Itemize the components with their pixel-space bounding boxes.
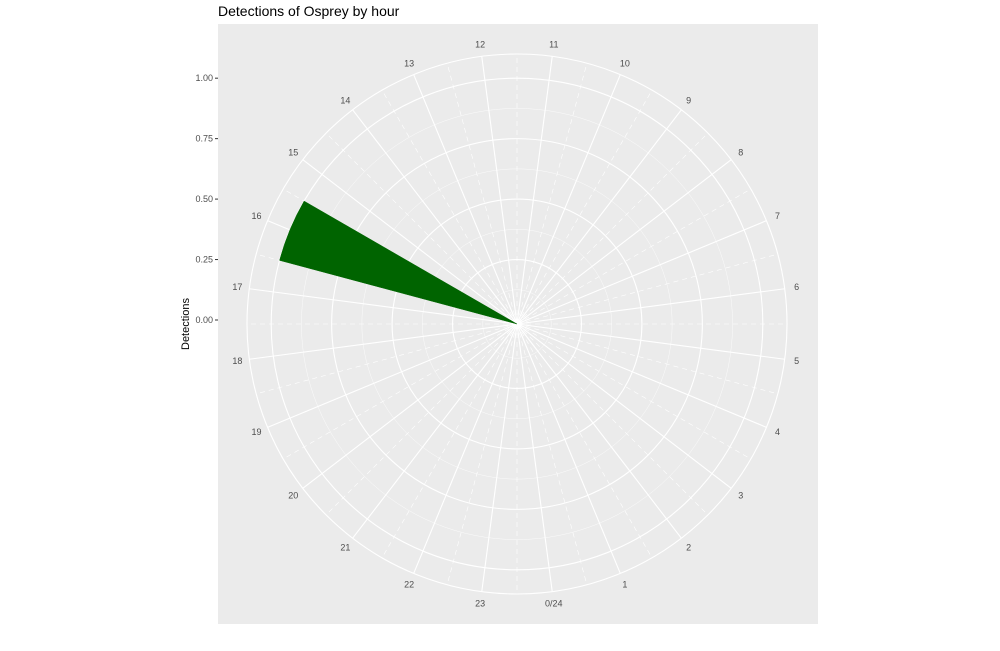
x-tick-label: 20 bbox=[288, 491, 298, 501]
grid-spoke bbox=[516, 56, 553, 325]
grid-spoke-minor bbox=[283, 323, 518, 460]
grid-spoke-minor bbox=[446, 63, 518, 325]
x-tick-label: 14 bbox=[340, 95, 350, 105]
x-tick-label: 17 bbox=[232, 282, 242, 292]
grid-spoke bbox=[302, 323, 518, 489]
x-tick-label: 13 bbox=[404, 58, 414, 68]
x-tick-label: 23 bbox=[475, 599, 485, 609]
x-tick-label: 3 bbox=[738, 491, 743, 501]
grid-spoke-minor bbox=[516, 90, 653, 325]
grid-spoke bbox=[302, 159, 518, 325]
x-tick-label: 15 bbox=[288, 147, 298, 157]
x-tick-label: 7 bbox=[775, 211, 780, 221]
y-tick-label: 0.25 bbox=[195, 255, 213, 265]
grid-spoke bbox=[267, 323, 518, 428]
x-tick-label: 16 bbox=[251, 211, 261, 221]
grid-spoke bbox=[516, 288, 785, 325]
grid-circle-minor bbox=[301, 108, 733, 540]
grid-spoke-minor bbox=[516, 323, 653, 558]
x-tick-label: 0/24 bbox=[545, 599, 563, 609]
grid-circle-minor bbox=[482, 289, 552, 359]
grid-spoke bbox=[516, 323, 553, 592]
grid-spoke bbox=[249, 288, 518, 325]
y-axis-title: Detections bbox=[180, 298, 192, 350]
y-tick-label: 0.75 bbox=[195, 134, 213, 144]
grid-circle bbox=[331, 138, 703, 510]
x-tick-label: 22 bbox=[404, 580, 414, 590]
bars bbox=[279, 200, 518, 325]
grid-spoke-minor bbox=[516, 132, 709, 325]
grid-spoke bbox=[516, 323, 785, 360]
grid-spoke bbox=[516, 323, 682, 539]
grid-spoke-minor bbox=[325, 132, 518, 325]
grid-spoke-minor bbox=[516, 188, 751, 325]
grid-spoke-minor bbox=[516, 323, 751, 460]
grid-spoke bbox=[516, 109, 682, 325]
grid-spoke bbox=[481, 56, 518, 325]
grid-spoke bbox=[516, 323, 621, 574]
x-tick-label: 12 bbox=[475, 39, 485, 49]
grid-spoke bbox=[352, 109, 518, 325]
grid-lines bbox=[246, 53, 788, 595]
x-tick-label: 19 bbox=[251, 427, 261, 437]
tick-labels: 0/24123456789101112131415161718192021222… bbox=[195, 39, 799, 608]
grid-spoke bbox=[516, 323, 767, 428]
x-tick-label: 1 bbox=[622, 580, 627, 590]
grid-spoke bbox=[249, 323, 518, 360]
grid-circle bbox=[391, 198, 643, 450]
grid-spoke bbox=[516, 323, 732, 489]
bar-hour-16 bbox=[279, 200, 518, 325]
x-tick-label: 8 bbox=[738, 147, 743, 157]
grid-spoke-minor bbox=[516, 63, 588, 325]
x-tick-label: 21 bbox=[340, 543, 350, 553]
grid-spoke-minor bbox=[381, 323, 518, 558]
x-tick-label: 9 bbox=[686, 95, 691, 105]
grid-spoke-minor bbox=[256, 323, 518, 395]
x-tick-label: 18 bbox=[232, 356, 242, 366]
grid-spoke-minor bbox=[381, 90, 518, 325]
grid-spoke-minor bbox=[516, 323, 709, 516]
grid-spoke-minor bbox=[516, 323, 588, 585]
grid-spoke bbox=[516, 74, 621, 325]
grid-spoke bbox=[516, 220, 767, 325]
grid-spoke bbox=[352, 323, 518, 539]
grid-spoke-minor bbox=[516, 253, 778, 325]
x-tick-label: 6 bbox=[794, 282, 799, 292]
x-tick-label: 11 bbox=[549, 39, 558, 49]
grid-spoke bbox=[413, 74, 518, 325]
y-tick-label: 0.00 bbox=[195, 315, 213, 325]
grid-spoke bbox=[516, 159, 732, 325]
x-tick-label: 2 bbox=[686, 543, 691, 553]
grid-spoke bbox=[481, 323, 518, 592]
grid-spoke-minor bbox=[325, 323, 518, 516]
grid-spoke-minor bbox=[446, 323, 518, 585]
x-tick-label: 5 bbox=[794, 356, 799, 366]
x-tick-label: 4 bbox=[775, 427, 780, 437]
y-tick-label: 0.50 bbox=[195, 194, 213, 204]
x-tick-label: 10 bbox=[620, 58, 630, 68]
y-tick-label: 1.00 bbox=[195, 73, 213, 83]
grid-spoke bbox=[413, 323, 518, 574]
chart-title: Detections of Osprey by hour bbox=[218, 3, 400, 19]
grid-circle-outer bbox=[246, 53, 788, 595]
grid-spoke-minor bbox=[516, 323, 778, 395]
